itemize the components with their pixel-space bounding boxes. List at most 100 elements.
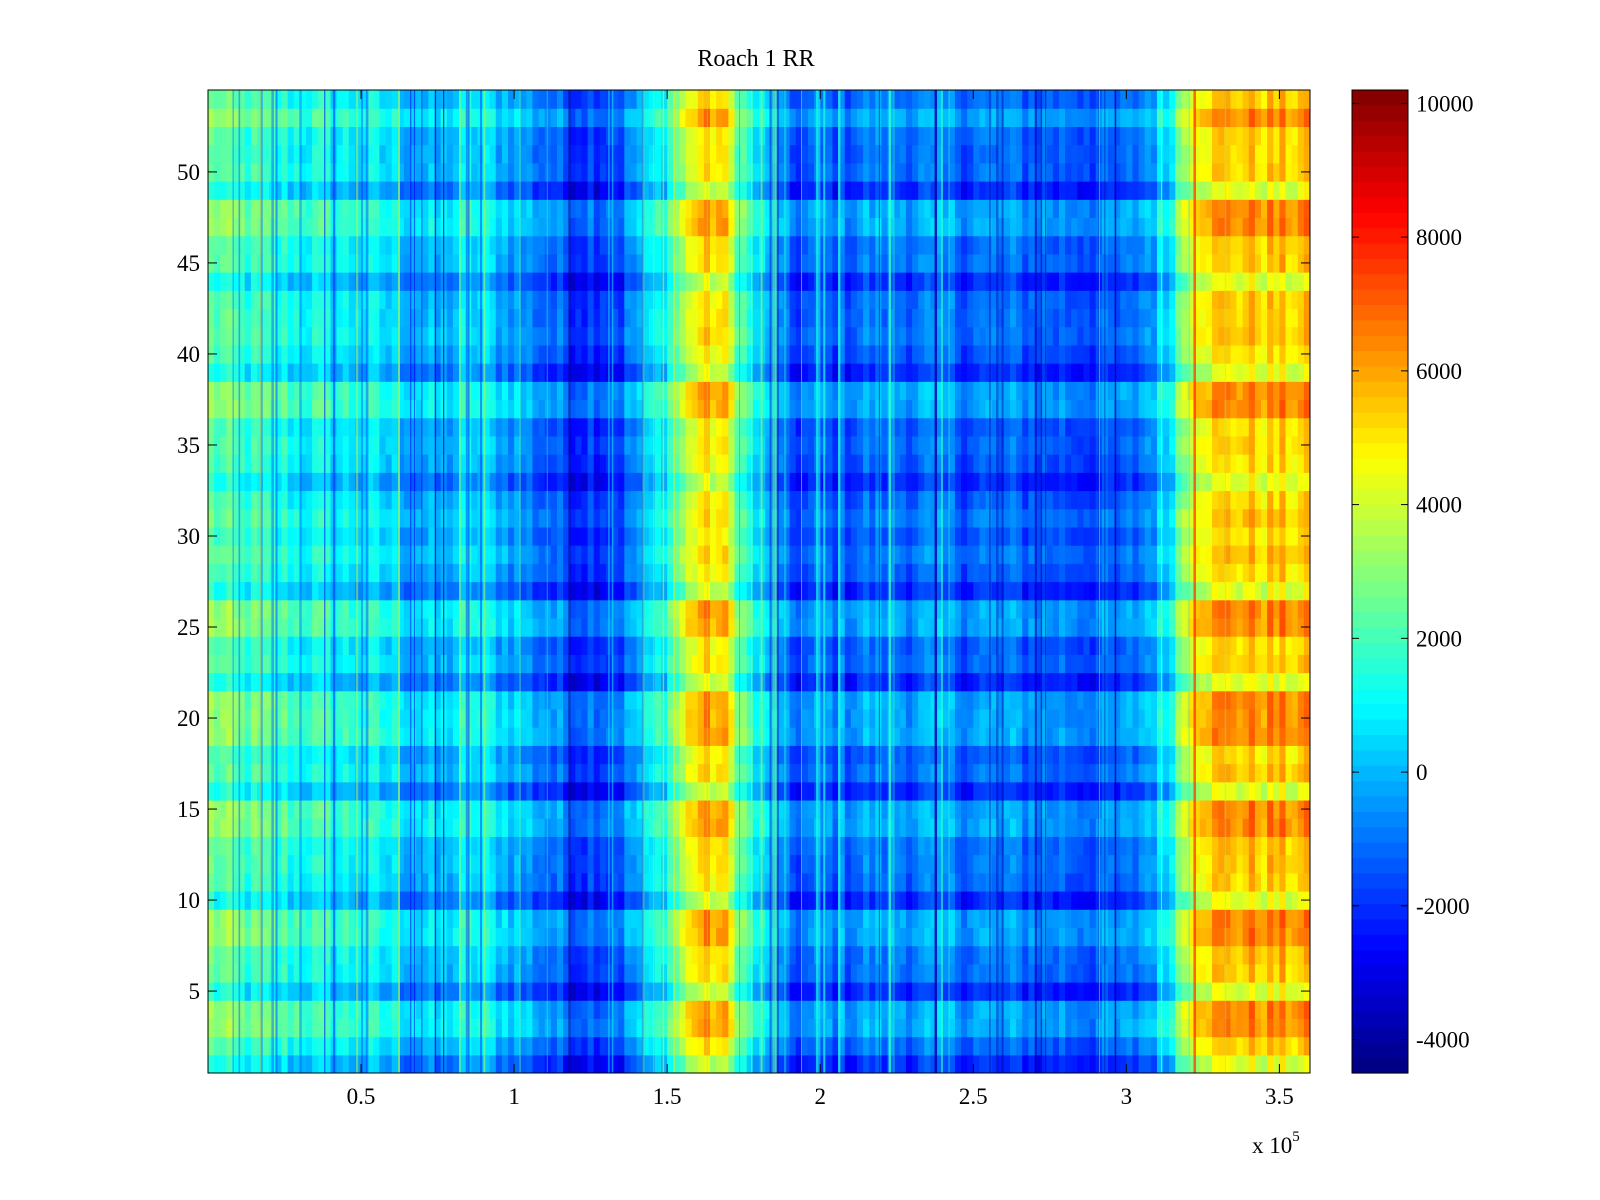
heatmap-cell bbox=[1303, 945, 1310, 965]
heatmap-cell bbox=[471, 599, 478, 619]
heatmap-cell bbox=[361, 1000, 368, 1019]
heatmap-cell bbox=[1101, 599, 1109, 619]
heatmap-cell bbox=[281, 909, 289, 928]
heatmap-cell bbox=[1077, 617, 1085, 637]
heatmap-cell bbox=[569, 617, 576, 637]
heatmap-cell bbox=[942, 1054, 950, 1073]
heatmap-cell bbox=[471, 1036, 478, 1056]
heatmap-cell bbox=[367, 1018, 374, 1038]
heatmap-cell bbox=[208, 945, 215, 965]
heatmap-cell bbox=[1144, 1018, 1152, 1038]
heatmap-cell bbox=[997, 727, 1005, 746]
heatmap-cell bbox=[293, 636, 301, 655]
heatmap-cell bbox=[269, 981, 276, 1001]
heatmap-cell bbox=[1040, 872, 1048, 892]
heatmap-cell bbox=[336, 763, 344, 783]
heatmap-cell bbox=[489, 672, 497, 692]
heatmap-cell bbox=[1022, 981, 1029, 1001]
heatmap-cell bbox=[722, 872, 729, 892]
heatmap-cell bbox=[924, 690, 932, 710]
heatmap-cell bbox=[765, 963, 772, 983]
heatmap-cell bbox=[232, 981, 240, 1001]
heatmap-cell bbox=[428, 872, 436, 892]
heatmap-cell bbox=[587, 636, 595, 655]
heatmap-cell bbox=[1193, 654, 1201, 674]
heatmap-cell bbox=[1193, 945, 1201, 965]
heatmap-cell bbox=[1028, 654, 1036, 674]
heatmap-cell bbox=[1248, 672, 1256, 692]
heatmap-cell bbox=[942, 1000, 950, 1019]
heatmap-cell bbox=[348, 1000, 356, 1019]
heatmap-cell bbox=[446, 727, 454, 746]
heatmap-cell bbox=[459, 818, 466, 837]
heatmap-cell bbox=[305, 563, 313, 583]
heatmap-cell bbox=[1261, 799, 1268, 819]
heatmap-cell bbox=[397, 981, 405, 1001]
heatmap-cell bbox=[403, 690, 411, 710]
heatmap-cell bbox=[220, 1054, 227, 1073]
heatmap-cell bbox=[1248, 799, 1256, 819]
heatmap-cell bbox=[1083, 927, 1091, 947]
heatmap-cell bbox=[1181, 963, 1189, 983]
heatmap-cell bbox=[556, 799, 564, 819]
heatmap-cell bbox=[844, 1036, 852, 1056]
heatmap-cell bbox=[716, 672, 723, 692]
heatmap-cell bbox=[654, 1054, 662, 1073]
heatmap-cell bbox=[556, 745, 564, 765]
heatmap-cell bbox=[887, 599, 895, 619]
heatmap-cell bbox=[1126, 636, 1134, 655]
heatmap-cell bbox=[416, 836, 423, 856]
heatmap-cell bbox=[244, 981, 252, 1001]
heatmap-cell bbox=[232, 636, 240, 655]
heatmap-cell bbox=[373, 563, 381, 583]
heatmap-cell bbox=[361, 763, 368, 783]
heatmap-cell bbox=[685, 563, 693, 583]
heatmap-cell bbox=[691, 945, 699, 965]
heatmap-cell bbox=[636, 672, 644, 692]
heatmap-cell bbox=[483, 818, 491, 837]
heatmap-cell bbox=[1040, 836, 1048, 856]
heatmap-cell bbox=[514, 690, 521, 710]
heatmap-cell bbox=[1101, 799, 1109, 819]
heatmap-cell bbox=[1040, 963, 1048, 983]
heatmap-cell bbox=[575, 708, 583, 728]
heatmap-cell bbox=[544, 563, 552, 583]
heatmap-cell bbox=[1261, 636, 1268, 655]
heatmap-cell bbox=[459, 636, 466, 655]
heatmap-cell bbox=[1267, 763, 1274, 783]
heatmap-cell bbox=[1212, 799, 1219, 819]
heatmap-cell bbox=[961, 872, 968, 892]
heatmap-cell bbox=[361, 799, 368, 819]
heatmap-cell bbox=[783, 617, 791, 637]
heatmap-cell bbox=[930, 708, 938, 728]
heatmap-cell bbox=[1071, 654, 1078, 674]
heatmap-cell bbox=[789, 981, 797, 1001]
heatmap-cell bbox=[293, 927, 301, 947]
heatmap-cell bbox=[1224, 818, 1232, 837]
heatmap-cell bbox=[1291, 672, 1299, 692]
heatmap-cell bbox=[691, 763, 699, 783]
heatmap-cell bbox=[1138, 690, 1146, 710]
heatmap-cell bbox=[269, 836, 276, 856]
heatmap-cell bbox=[434, 1018, 442, 1038]
heatmap-cell bbox=[1291, 654, 1299, 674]
heatmap-cell bbox=[1273, 836, 1280, 856]
heatmap-cell bbox=[459, 581, 466, 601]
heatmap-cell bbox=[563, 981, 570, 1001]
heatmap-cell bbox=[1248, 617, 1256, 637]
heatmap-cell bbox=[520, 872, 527, 892]
heatmap-cell bbox=[238, 708, 246, 728]
heatmap-cell bbox=[612, 708, 619, 728]
heatmap-cell bbox=[581, 1036, 589, 1056]
heatmap-cell bbox=[826, 836, 834, 856]
heatmap-cell bbox=[1077, 1000, 1085, 1019]
heatmap-cell bbox=[1212, 872, 1219, 892]
heatmap-cell bbox=[905, 745, 913, 765]
heatmap-cell bbox=[630, 1054, 638, 1073]
heatmap-cell bbox=[685, 708, 693, 728]
heatmap-cell bbox=[281, 636, 289, 655]
heatmap-cell bbox=[1285, 1054, 1293, 1073]
heatmap-cell bbox=[997, 636, 1005, 655]
heatmap-cell bbox=[612, 1036, 619, 1056]
heatmap-cell bbox=[1291, 799, 1299, 819]
